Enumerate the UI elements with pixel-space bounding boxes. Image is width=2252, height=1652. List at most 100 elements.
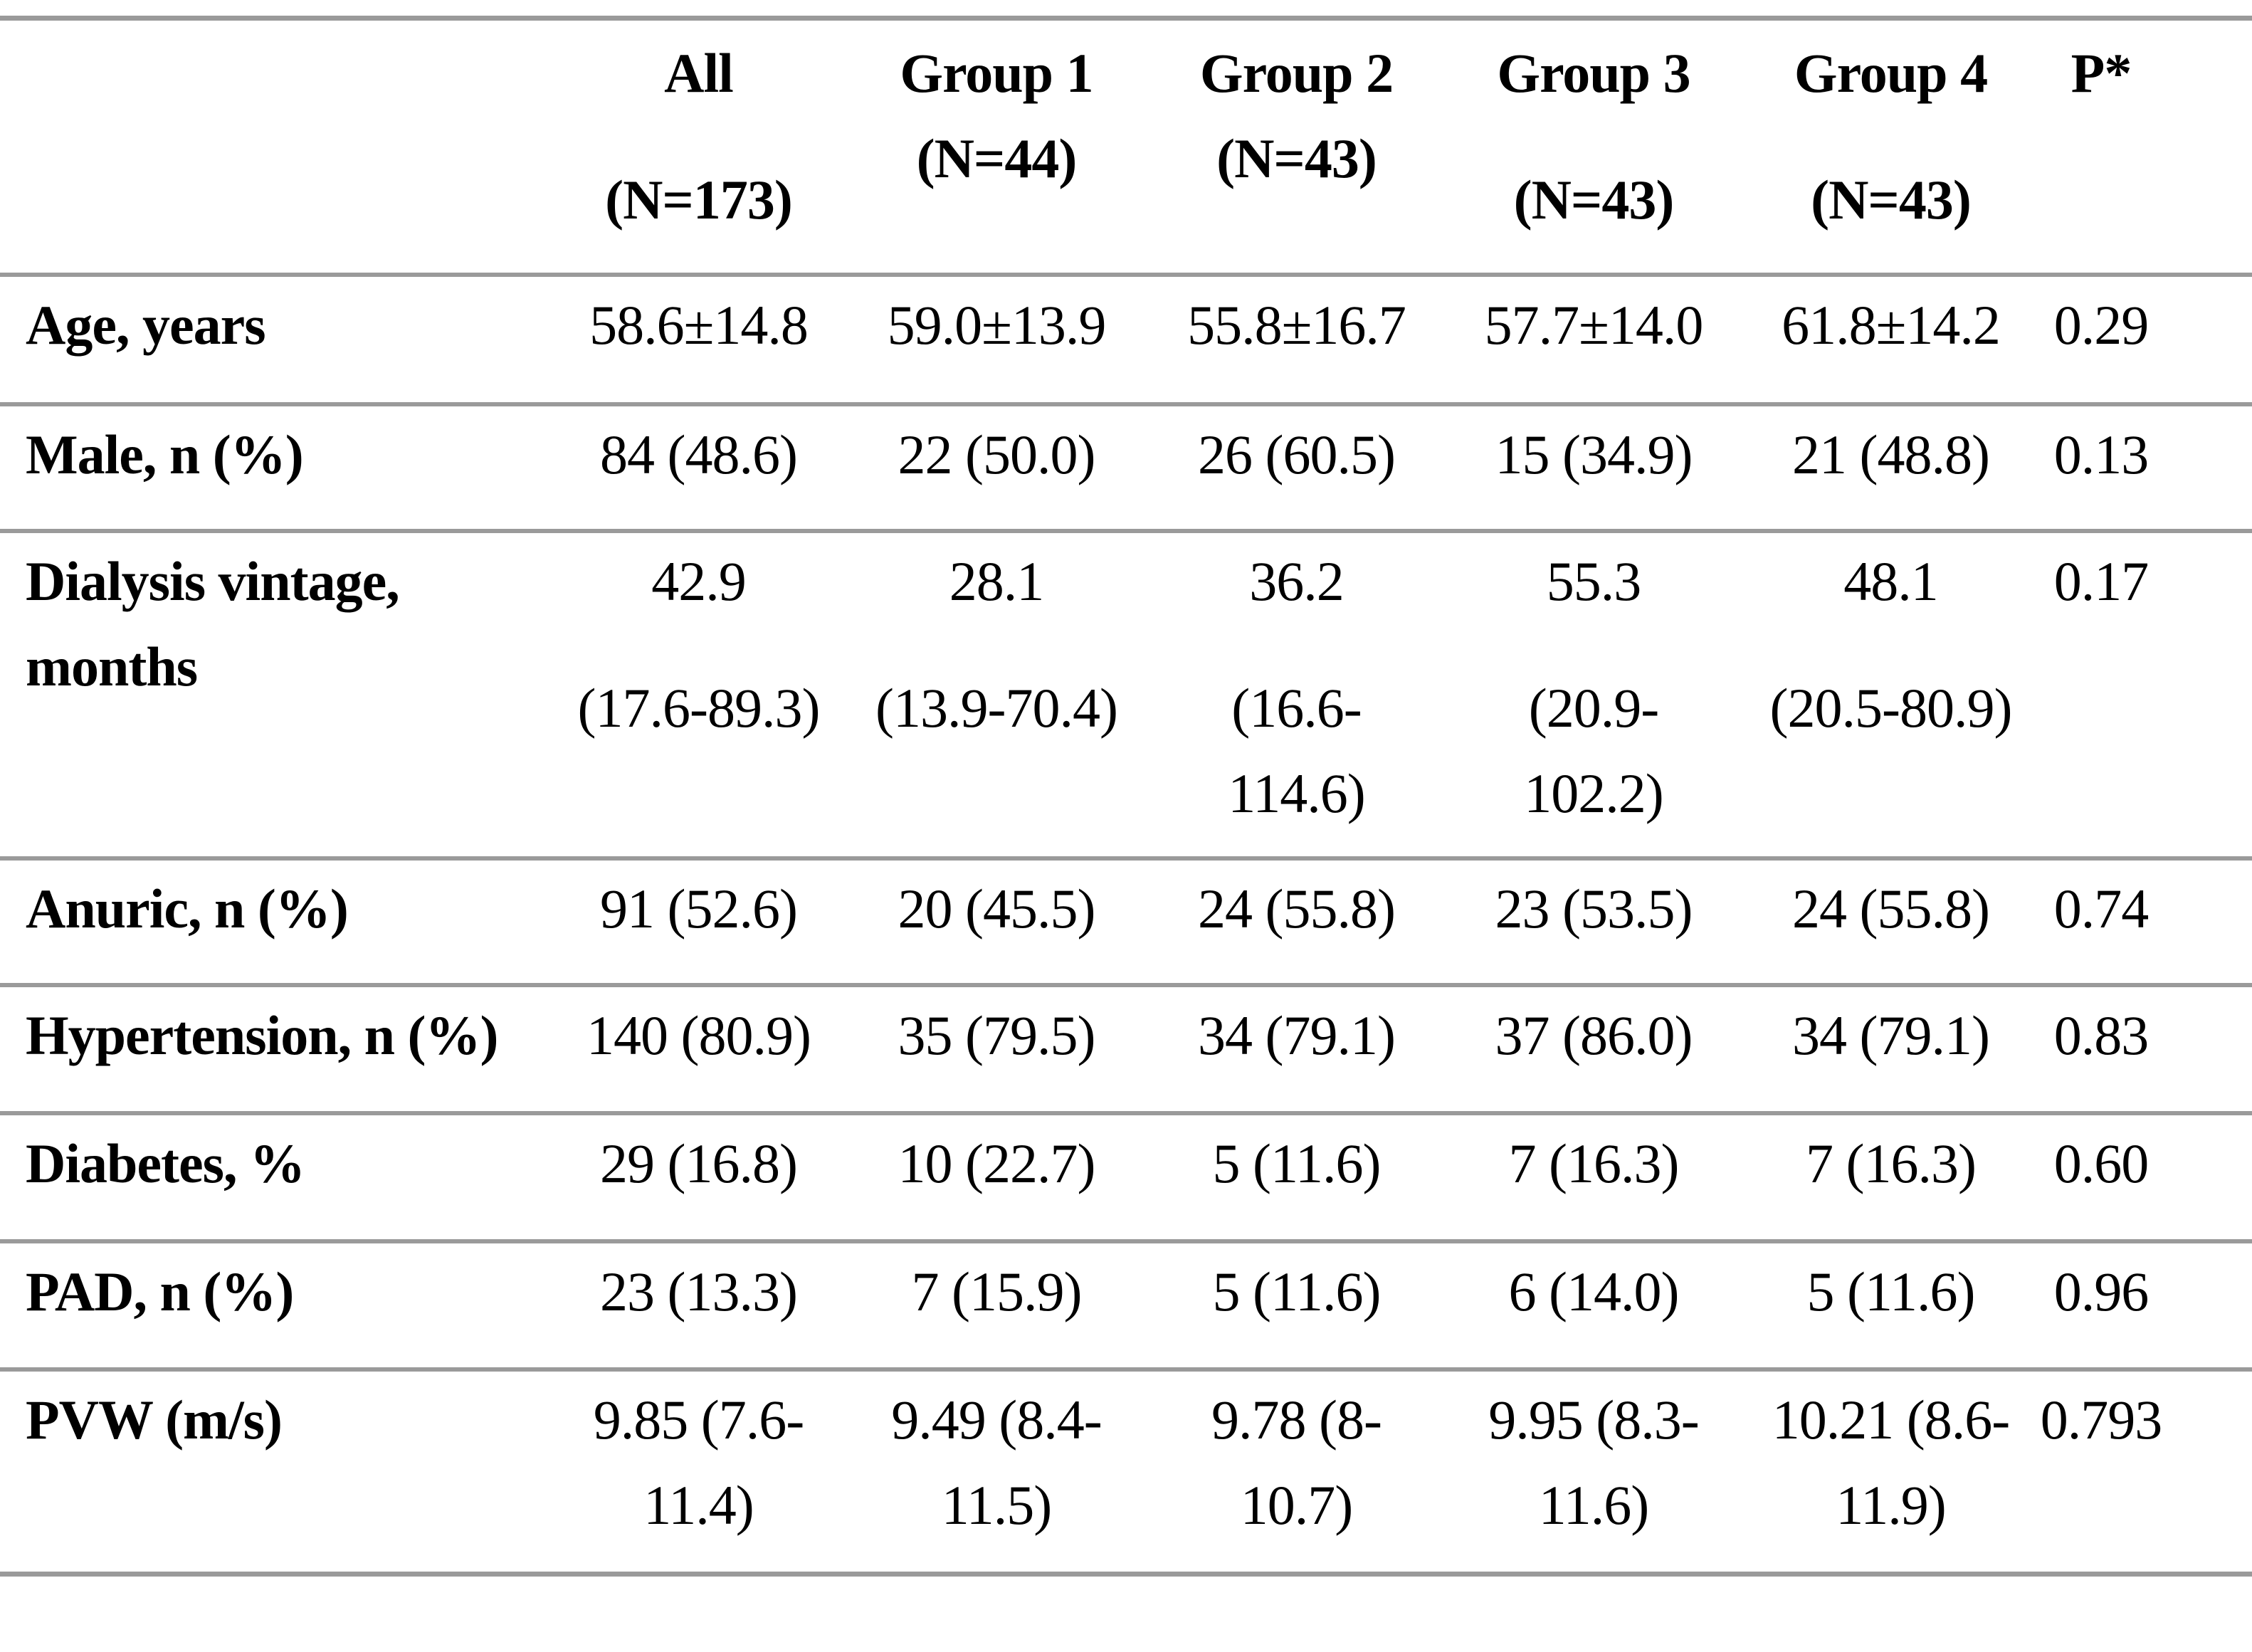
column-n: (N=43) — [1811, 169, 1972, 231]
cell-line: (17.6-89.3) — [577, 676, 821, 739]
cell-diabetes-p: 0.60 — [2040, 1113, 2252, 1241]
cell-dialysis-vintage-p: 0.17 — [2040, 531, 2252, 858]
cell-line: 23 (13.3) — [600, 1260, 798, 1322]
cell-line: 0.29 — [2053, 293, 2150, 356]
cell-line: 57.7±14.0 — [1484, 293, 1704, 356]
cell-line: 9.95 (8.3- — [1488, 1388, 1699, 1451]
row-label-pad: PAD, n (%) — [0, 1241, 552, 1369]
table-row-age: Age, years 58.6±14.8 59.0±13.9 55.8±16.7 57.… — [0, 275, 2252, 404]
cell-line: 9.49 (8.4- — [891, 1388, 1102, 1451]
cell-line: 5 (11.6) — [1212, 1260, 1381, 1322]
cell-anuric-p: 0.74 — [2040, 858, 2252, 985]
cell-line: 28.1 — [949, 549, 1045, 612]
cell-line: 11.4) — [643, 1473, 754, 1536]
cell-hypertension-all: 140 (80.9) — [552, 985, 846, 1113]
cell-dialysis-vintage-group1: 28.1 (13.9-70.4) — [846, 531, 1147, 858]
cell-male-group4: 21 (48.8) — [1742, 404, 2040, 531]
column-name: Group 1 — [900, 42, 1093, 104]
cell-line: 42.9 — [651, 549, 747, 612]
cell-hypertension-group4: 34 (79.1) — [1742, 985, 2040, 1113]
cell-line: 11.9) — [1836, 1473, 1947, 1536]
cell-line: 0.96 — [2053, 1260, 2150, 1322]
cell-line: 140 (80.9) — [586, 1004, 811, 1066]
cell-line: 35 (79.5) — [898, 1004, 1096, 1066]
cell-hypertension-group1: 35 (79.5) — [846, 985, 1147, 1113]
cell-line: 10.7) — [1240, 1473, 1353, 1536]
cell-line: 0.83 — [2053, 1004, 2150, 1066]
cell-line: 5 (11.6) — [1212, 1132, 1381, 1194]
column-header-group1: Group 1 (N=44) — [846, 19, 1147, 275]
cell-male-group3: 15 (34.9) — [1446, 404, 1742, 531]
cell-hypertension-p: 0.83 — [2040, 985, 2252, 1113]
cell-line: (20.9- — [1528, 676, 1659, 739]
column-header-group3: Group 3 (N=43) — [1446, 19, 1742, 275]
cell-line: 34 (79.1) — [1792, 1004, 1990, 1066]
cell-line: 23 (53.5) — [1495, 877, 1693, 940]
cell-line: 7 (16.3) — [1508, 1132, 1680, 1194]
cell-anuric-group1: 20 (45.5) — [846, 858, 1147, 985]
column-n: (N=173) — [605, 169, 793, 231]
cell-line: 0.793 — [2040, 1388, 2163, 1451]
baseline-characteristics-table: All (N=173) Group 1 (N=44) Group 2 (N=43) Grou… — [0, 16, 2252, 1577]
row-label-anuric: Anuric, n (%) — [0, 858, 552, 985]
cell-age-group4: 61.8±14.2 — [1742, 275, 2040, 404]
cell-dialysis-vintage-group2: 36.2 (16.6- 114.6) — [1147, 531, 1446, 858]
row-label-line: Anuric, n (%) — [26, 877, 349, 940]
cell-anuric-group3: 23 (53.5) — [1446, 858, 1742, 985]
column-header-group2: Group 2 (N=43) — [1147, 19, 1446, 275]
cell-male-all: 84 (48.6) — [552, 404, 846, 531]
cell-line: 34 (79.1) — [1198, 1004, 1396, 1066]
cell-age-group2: 55.8±16.7 — [1147, 275, 1446, 404]
cell-line: 114.6) — [1228, 762, 1366, 824]
row-label-hypertension: Hypertension, n (%) — [0, 985, 552, 1113]
cell-line: 24 (55.8) — [1792, 877, 1990, 940]
row-label-dialysis-vintage: Dialysis vintage, months — [0, 531, 552, 858]
row-label-age: Age, years — [0, 275, 552, 404]
cell-line: 22 (50.0) — [898, 423, 1096, 485]
row-label-line: PAD, n (%) — [26, 1260, 294, 1322]
cell-line: 0.60 — [2053, 1132, 2150, 1194]
cell-dialysis-vintage-group3: 55.3 (20.9- 102.2) — [1446, 531, 1742, 858]
cell-line: 9.85 (7.6- — [593, 1388, 804, 1451]
cell-pvw-group2: 9.78 (8- 10.7) — [1147, 1369, 1446, 1574]
cell-male-group2: 26 (60.5) — [1147, 404, 1446, 531]
cell-diabetes-group3: 7 (16.3) — [1446, 1113, 1742, 1241]
cell-line: 61.8±14.2 — [1782, 293, 2001, 356]
column-name: Group 4 — [1794, 42, 1988, 104]
cell-line: 10.21 (8.6- — [1772, 1388, 2010, 1451]
cell-line: 91 (52.6) — [600, 877, 798, 940]
cell-anuric-group4: 24 (55.8) — [1742, 858, 2040, 985]
table-row-anuric: Anuric, n (%) 91 (52.6) 20 (45.5) 24 (55.8)… — [0, 858, 2252, 985]
cell-line: 11.5) — [941, 1473, 1053, 1536]
table-row-male: Male, n (%) 84 (48.6) 22 (50.0) 26 (60.5) 15… — [0, 404, 2252, 531]
cell-line: 48.1 — [1843, 549, 1939, 612]
cell-line: (13.9-70.4) — [875, 676, 1118, 739]
cell-line: 0.13 — [2053, 423, 2150, 485]
table-header: All (N=173) Group 1 (N=44) Group 2 (N=43) Grou… — [0, 19, 2252, 275]
cell-anuric-all: 91 (52.6) — [552, 858, 846, 985]
column-n: (N=44) — [916, 127, 1078, 189]
cell-pad-group1: 7 (15.9) — [846, 1241, 1147, 1369]
row-label-line: months — [26, 635, 198, 698]
cell-pvw-group3: 9.95 (8.3- 11.6) — [1446, 1369, 1742, 1574]
cell-line: 29 (16.8) — [600, 1132, 798, 1194]
cell-age-group3: 57.7±14.0 — [1446, 275, 1742, 404]
row-label-line: Diabetes, % — [26, 1132, 305, 1194]
column-header-group4: Group 4 (N=43) — [1742, 19, 2040, 275]
cell-pvw-p: 0.793 — [2040, 1369, 2252, 1574]
cell-dialysis-vintage-all: 42.9 (17.6-89.3) — [552, 531, 846, 858]
cell-line: 0.74 — [2053, 877, 2150, 940]
cell-line: 58.6±14.8 — [589, 293, 809, 356]
cell-line: 7 (15.9) — [911, 1260, 1083, 1322]
cell-diabetes-group1: 10 (22.7) — [846, 1113, 1147, 1241]
column-header-all: All (N=173) — [552, 19, 846, 275]
row-label-pvw: PVW (m/s) — [0, 1369, 552, 1574]
cell-diabetes-group4: 7 (16.3) — [1742, 1113, 2040, 1241]
cell-line: (16.6- — [1231, 676, 1362, 739]
row-label-male: Male, n (%) — [0, 404, 552, 531]
row-label-line: PVW (m/s) — [26, 1388, 283, 1451]
table-row-dialysis-vintage: Dialysis vintage, months 42.9 (17.6-89.3) 28… — [0, 531, 2252, 858]
row-label-line: Dialysis vintage, — [26, 549, 400, 612]
cell-line: 55.3 — [1546, 549, 1642, 612]
cell-pvw-group1: 9.49 (8.4- 11.5) — [846, 1369, 1147, 1574]
